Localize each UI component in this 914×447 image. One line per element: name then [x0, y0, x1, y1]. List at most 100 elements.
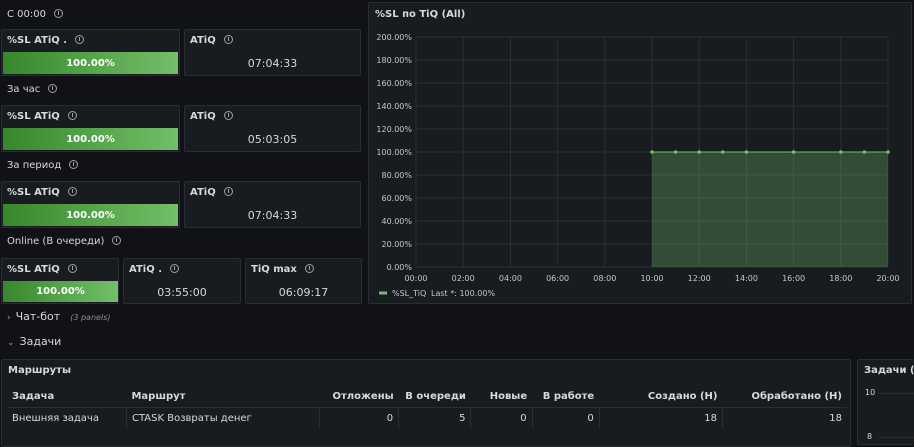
info-icon[interactable] [304, 263, 314, 273]
y-tick-label: 160.00% [376, 79, 412, 88]
row-title-per-period: За период [7, 159, 79, 171]
atiq-value: 07:04:33 [247, 57, 298, 70]
sl-by-tiq-chart-panel[interactable]: %SL по TiQ (All) 0.00% 20.00% 40.00% 60.00%… [368, 2, 912, 304]
data-point [697, 150, 701, 154]
panel-title-wrap: %SL ATiQ . [7, 34, 85, 46]
x-tick-label: 10:00 [640, 274, 663, 283]
data-point [650, 150, 654, 154]
column-header[interactable]: Новые [470, 385, 533, 408]
column-header[interactable]: В очереди [398, 385, 471, 408]
row-title-online: Online (В очереди) [7, 235, 122, 247]
atiq-panel-per-hour[interactable]: ATiQ 05:03:05 [184, 105, 361, 152]
panel-title: %SL ATiQ [7, 111, 60, 122]
row-title-label: С 00:00 [7, 9, 46, 20]
info-icon[interactable] [75, 34, 85, 44]
x-tick-label: 12:00 [688, 274, 711, 283]
data-point [839, 150, 843, 154]
routes-table-panel[interactable]: Маршруты Задача Маршрут Отложены В очере… [1, 359, 851, 447]
panel-title: %SL ATiQ [7, 187, 60, 198]
row-title-per-hour: За час [7, 83, 58, 95]
y-tick-label: 180.00% [376, 56, 412, 65]
info-icon[interactable] [67, 110, 77, 120]
panel-title: %SL ATiQ [7, 264, 60, 275]
gridline [878, 393, 914, 394]
y-tick-label: 200.00% [376, 33, 412, 42]
chevron-right-icon: › [7, 313, 11, 323]
row-title-since-midnight: С 00:00 [7, 8, 63, 20]
info-icon[interactable] [112, 235, 122, 245]
sl-atiq-panel-per-hour[interactable]: %SL ATiQ 100.00% [1, 105, 180, 152]
routes-table: Задача Маршрут Отложены В очереди Новые … [7, 385, 847, 429]
y-tick-label: 80.00% [381, 171, 412, 180]
panel-title: TiQ max [251, 264, 297, 275]
gridline [878, 437, 914, 438]
sl-gauge-bar: 100.00% [3, 281, 118, 302]
row-chatbot[interactable]: › Чат-бот (3 panels) [7, 310, 110, 323]
row-title-label: Online (В очереди) [7, 236, 105, 247]
info-icon[interactable] [223, 110, 233, 120]
table-row[interactable]: Внешняя задача CTASK Возвраты денег 0 5 … [7, 407, 847, 429]
sl-atiq-panel-since-midnight[interactable]: %SL ATiQ . 100.00% [1, 29, 180, 76]
column-header[interactable]: Создано (Н) [599, 385, 723, 408]
sl-by-tiq-chart: 0.00% 20.00% 40.00% 60.00% 80.00% 100.00% 120.… [376, 33, 899, 298]
data-point [744, 150, 749, 154]
y-tick-label: 0.00% [387, 263, 413, 272]
data-point [721, 150, 725, 154]
row-title-label: За час [7, 84, 41, 95]
sl-gauge-bar: 100.00% [3, 52, 178, 74]
info-icon[interactable] [170, 263, 179, 273]
table-cell: 0 [470, 407, 533, 429]
column-header[interactable]: Обработано (Н) [722, 385, 847, 408]
sl-gauge-bar: 100.00% [3, 204, 178, 226]
x-tick-label: 04:00 [499, 274, 522, 283]
info-icon[interactable] [48, 83, 58, 93]
info-icon[interactable] [67, 186, 77, 196]
table-cell: 0 [319, 407, 400, 429]
tasks-all-panel[interactable]: Задачи (All) 10 8 [857, 359, 914, 445]
series-area [652, 152, 888, 267]
column-header[interactable]: Отложены [319, 385, 399, 408]
panel-title: ATiQ . [129, 264, 162, 275]
panel-title-wrap: ATiQ [190, 110, 233, 122]
sl-atiq-panel-per-period[interactable]: %SL ATiQ 100.00% [1, 181, 180, 228]
tiq-max-panel-online[interactable]: TiQ max 06:09:17 [245, 258, 362, 304]
info-icon[interactable] [223, 34, 233, 44]
atiq-panel-per-period[interactable]: ATiQ 07:04:33 [184, 181, 361, 228]
table-cell: 5 [398, 407, 472, 429]
info-icon[interactable] [53, 8, 63, 18]
sl-atiq-panel-online[interactable]: %SL ATiQ 100.00% [1, 258, 119, 304]
data-point [862, 150, 867, 154]
legend-last-value: Last *: 100.00% [431, 289, 495, 298]
column-header[interactable]: Маршрут [126, 385, 320, 408]
atiq-panel-since-midnight[interactable]: ATiQ 07:04:33 [184, 29, 361, 76]
sl-gauge-bar: 100.00% [3, 128, 178, 150]
x-tick-label: 06:00 [546, 274, 569, 283]
legend-label: %SL_TiQ [392, 289, 426, 298]
info-icon[interactable] [223, 186, 233, 196]
y-tick-label: 40.00% [381, 217, 412, 226]
panel-title-wrap: %SL ATiQ [7, 110, 77, 122]
panel-title: Задачи (All) [864, 365, 914, 376]
y-tick-label: 60.00% [381, 194, 412, 203]
sl-value: 100.00% [66, 57, 115, 69]
info-icon[interactable] [69, 159, 79, 169]
atiq-value: 07:04:33 [247, 209, 298, 222]
sl-value: 100.00% [36, 286, 85, 297]
table-cell: Внешняя задача [7, 407, 127, 429]
panel-title-wrap: %SL ATiQ [7, 186, 77, 198]
panel-title: %SL ATiQ . [7, 35, 68, 46]
column-header[interactable]: Задача [7, 385, 127, 408]
x-tick-label: 08:00 [593, 274, 616, 283]
x-tick-label: 18:00 [829, 274, 852, 283]
row-tasks[interactable]: ⌄ Задачи [7, 335, 61, 348]
table-header-row: Задача Маршрут Отложены В очереди Новые … [7, 385, 847, 408]
column-header[interactable]: В работе [532, 385, 600, 408]
x-tick-label: 14:00 [735, 274, 758, 283]
tiq-max-value: 06:09:17 [278, 286, 329, 299]
panel-title-wrap: %SL ATiQ [7, 263, 77, 275]
info-icon[interactable] [67, 263, 77, 273]
panel-title: ATiQ [190, 35, 216, 46]
atiq-panel-online[interactable]: ATiQ . 03:55:00 [123, 258, 241, 304]
panel-title: ATiQ [190, 111, 216, 122]
x-tick-label: 20:00 [876, 274, 899, 283]
